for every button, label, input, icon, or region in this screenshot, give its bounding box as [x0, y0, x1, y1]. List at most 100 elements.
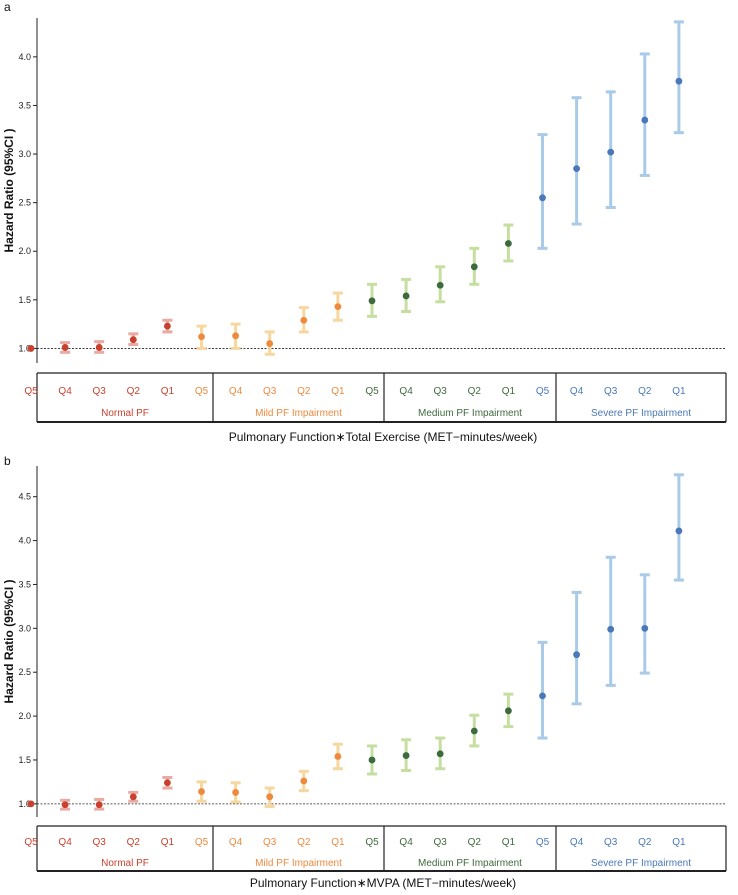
category-label: Q4 — [229, 837, 243, 848]
category-label: Q4 — [399, 386, 413, 397]
category-label: Q3 — [434, 837, 448, 848]
group-label: Mild PF Impairment — [255, 408, 342, 419]
data-point — [505, 240, 512, 247]
category-label: Q4 — [229, 386, 243, 397]
data-point — [129, 336, 137, 344]
data-point — [164, 322, 171, 330]
category-label: Q3 — [434, 386, 448, 397]
data-point — [27, 800, 35, 808]
y-tick-label: 1.5 — [18, 295, 31, 305]
group-label: Medium PF Impairment — [418, 408, 522, 419]
data-point — [573, 651, 580, 659]
data-point — [300, 777, 308, 785]
category-label: Q4 — [399, 837, 413, 848]
group-label: Normal PF — [101, 858, 149, 869]
category-label: Q1 — [672, 386, 686, 397]
category-label: Q2 — [638, 837, 652, 848]
category-label: Q5 — [365, 386, 379, 397]
category-label: Q1 — [331, 837, 345, 848]
data-point — [198, 788, 205, 795]
y-tick-label: 4.0 — [18, 536, 31, 546]
y-tick-label: 3.5 — [18, 100, 31, 110]
data-point — [368, 756, 376, 764]
data-point — [232, 789, 240, 796]
category-label: Q5 — [195, 386, 209, 397]
data-point — [95, 801, 103, 809]
panel-b: b 1.0 1.5 2.0 2.5 3.0 3.5 4.0 4.5 Hazard Ratio (9… — [2, 454, 727, 890]
y-tick-label: 1.5 — [18, 755, 31, 765]
category-label: Q1 — [161, 837, 175, 848]
data-point — [505, 707, 512, 715]
data-point — [61, 344, 69, 351]
data-point — [675, 77, 683, 85]
data-point — [436, 750, 444, 758]
category-label: Q1 — [672, 837, 686, 848]
data-point — [539, 194, 546, 202]
y-tick-label: 2.0 — [18, 711, 31, 721]
y-tick-label: 4.0 — [18, 52, 31, 62]
data-point — [675, 527, 683, 535]
data-point — [607, 625, 615, 633]
data-point — [470, 727, 478, 735]
category-label: Q2 — [127, 386, 141, 397]
y-axis-title: Hazard Ratio (95%CI ) — [2, 579, 16, 703]
category-label: Q2 — [638, 386, 652, 397]
data-point — [470, 263, 478, 271]
category-label: Q2 — [127, 837, 141, 848]
category-label: Q5 — [365, 837, 379, 848]
category-label: Q3 — [263, 386, 277, 397]
y-tick-label: 3.5 — [18, 579, 31, 589]
category-label: Q4 — [58, 386, 72, 397]
group-label: Severe PF Impairment — [591, 408, 691, 419]
group-label: Normal PF — [101, 408, 149, 419]
category-label: Q3 — [93, 386, 107, 397]
data-point — [641, 116, 649, 124]
category-label: Q2 — [468, 837, 482, 848]
data-point — [539, 692, 546, 700]
data-point — [334, 753, 342, 760]
category-label: Q5 — [195, 837, 209, 848]
category-label: Q4 — [570, 837, 584, 848]
category-label: Q3 — [604, 837, 618, 848]
category-label: Q5 — [24, 837, 38, 848]
data-point — [300, 316, 308, 324]
category-label: Q5 — [536, 386, 550, 397]
x-axis-title: Pulmonary Function∗Total Exercise (MET−m… — [229, 430, 538, 444]
x-axis-title: Pulmonary Function∗MVPA (MET−minutes/wee… — [250, 876, 516, 890]
data-point — [129, 793, 137, 801]
data-point — [334, 303, 342, 311]
panel-letter: a — [4, 0, 11, 14]
category-label: Q5 — [24, 386, 38, 397]
data-point — [436, 281, 444, 289]
y-tick-label: 2.0 — [18, 246, 31, 256]
y-tick-label: 1.0 — [18, 799, 31, 809]
y-tick-label: 2.5 — [18, 667, 31, 677]
data-point — [402, 292, 410, 300]
data-point — [368, 297, 376, 305]
y-axis-title: Hazard Ratio (95%CI ) — [2, 128, 16, 252]
category-label: Q1 — [161, 386, 175, 397]
category-label: Q3 — [93, 837, 107, 848]
data-point — [61, 801, 69, 809]
data-point — [402, 752, 410, 759]
data-point — [198, 333, 205, 341]
y-tick-label: 2.5 — [18, 198, 31, 208]
y-tick-label: 3.0 — [18, 149, 31, 159]
category-label: Q2 — [468, 386, 482, 397]
data-point — [266, 340, 274, 347]
category-label: Q5 — [536, 837, 550, 848]
data-point — [232, 332, 240, 340]
y-tick-label: 1.0 — [18, 343, 31, 353]
panel-a: a 1.0 1.5 2.0 2.5 3.0 3.5 4.0 Hazard Ratio (95%C… — [2, 0, 727, 444]
y-tick-label: 4.5 — [18, 492, 31, 502]
data-point — [164, 779, 171, 787]
category-label: Q1 — [502, 837, 516, 848]
data-point — [266, 793, 274, 801]
category-label: Q4 — [58, 837, 72, 848]
category-label: Q3 — [604, 386, 618, 397]
group-label: Severe PF Impairment — [591, 858, 691, 869]
category-label: Q4 — [570, 386, 584, 397]
data-point — [95, 344, 103, 351]
group-label: Mild PF Impairment — [255, 858, 342, 869]
